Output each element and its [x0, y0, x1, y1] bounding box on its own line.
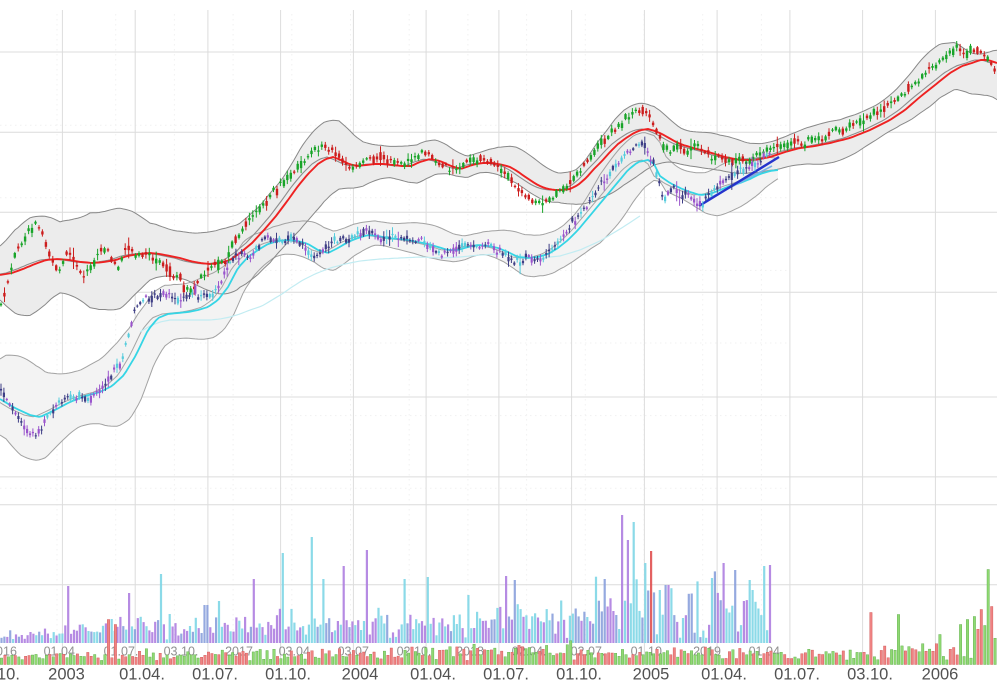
svg-text:01.10.: 01.10.: [0, 666, 20, 684]
svg-text:01.07.: 01.07.: [483, 666, 529, 684]
svg-text:03.10.: 03.10.: [164, 645, 199, 659]
svg-text:2019: 2019: [693, 645, 721, 659]
svg-text:01.07.: 01.07.: [192, 666, 238, 684]
svg-text:01.04.: 01.04.: [119, 666, 165, 684]
svg-text:01.07.: 01.07.: [774, 666, 820, 684]
svg-text:2005: 2005: [633, 666, 670, 684]
svg-text:01.04.: 01.04.: [701, 666, 747, 684]
svg-text:03.04.: 03.04.: [279, 645, 314, 659]
svg-text:01.10.: 01.10.: [556, 666, 602, 684]
svg-text:2016: 2016: [0, 645, 17, 659]
svg-text:03.10.: 03.10.: [847, 666, 893, 684]
svg-text:01.10.: 01.10.: [265, 666, 311, 684]
svg-text:2004: 2004: [342, 666, 379, 684]
svg-text:2006: 2006: [922, 666, 959, 684]
svg-text:2003: 2003: [48, 666, 85, 684]
svg-text:01.04.: 01.04.: [410, 666, 456, 684]
